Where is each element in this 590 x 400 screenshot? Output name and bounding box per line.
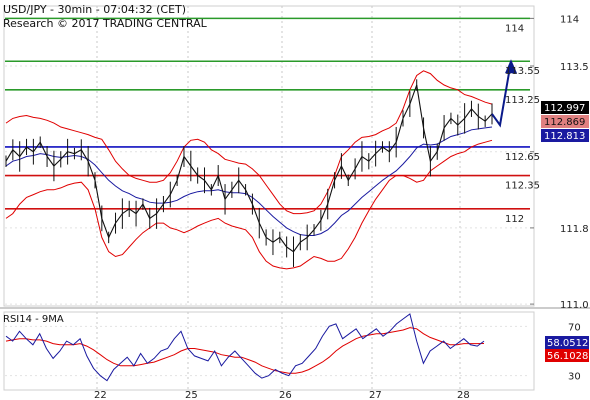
price-tag-label: 112.813 (544, 131, 585, 142)
rsi-line (5, 313, 485, 382)
levels-layer (5, 17, 530, 210)
rsi-tag-rsi (545, 336, 589, 349)
rsi-axis-tick: 70 (568, 322, 581, 333)
grid-layer (5, 6, 530, 390)
level-label: 112.35 (505, 181, 540, 192)
time-axis-tick: 22 (94, 390, 107, 400)
price-series (5, 79, 493, 267)
time-axis-tick: 28 (457, 390, 470, 400)
lower-band-line (5, 139, 493, 270)
rsi-panel-frame (3, 311, 535, 391)
price-axis-tick: 113.5 (560, 62, 589, 73)
level-label: 112.65 (505, 152, 540, 163)
price-tag-upper (541, 115, 589, 128)
rsi-axis-tick: 30 (568, 372, 581, 383)
price-tag-label: 112.997 (544, 103, 585, 114)
price-tag-last (541, 101, 589, 114)
forecast-arrow (491, 59, 517, 128)
level-labels: 114 113.55 113.25 112.65 112.35 112 (505, 23, 540, 224)
bollinger-bands (5, 70, 493, 270)
time-axis-tick: 27 (369, 390, 382, 400)
rsi-tag-label: 58.0512 (547, 338, 588, 349)
price-line (5, 84, 493, 253)
chart-copyright: Research © 2017 TRADING CENTRAL (3, 17, 208, 30)
forecast-arrow-line (491, 61, 512, 128)
price-tag-ma (541, 129, 589, 142)
price-panel-frame (3, 5, 535, 307)
time-axis: 22 25 26 27 28 (94, 390, 470, 400)
time-axis-tick: 25 (185, 390, 198, 400)
rsi-ma-line (5, 327, 485, 374)
rsi-axis: 70 30 58.0512 56.1028 (545, 322, 589, 383)
time-axis-tick: 26 (279, 390, 292, 400)
forecast-arrowhead (505, 59, 517, 74)
price-axis-tick: 114 (560, 14, 579, 25)
price-axis: 114 113.5 111.8 111.0 (530, 14, 589, 311)
rsi-tag-rsi_ma (545, 349, 589, 362)
level-label: 112 (505, 214, 524, 225)
rsi-series (5, 313, 485, 382)
price-axis-tick: 111.8 (560, 224, 589, 235)
rsi-tag-label: 56.1028 (547, 351, 588, 362)
upper-band-line (5, 70, 493, 215)
chart-title: USD/JPY - 30min - 07:04:32 (CET) (3, 3, 186, 16)
level-label: 113.55 (505, 66, 540, 77)
level-label: 113.25 (505, 95, 540, 106)
price-tags: 112.997 112.869 112.813 (541, 101, 589, 142)
level-label: 114 (505, 23, 524, 34)
price-tag-label: 112.869 (544, 117, 585, 128)
rsi-title: RSI14 - 9MA (3, 314, 64, 325)
price-axis-tick: 111.0 (560, 300, 589, 311)
